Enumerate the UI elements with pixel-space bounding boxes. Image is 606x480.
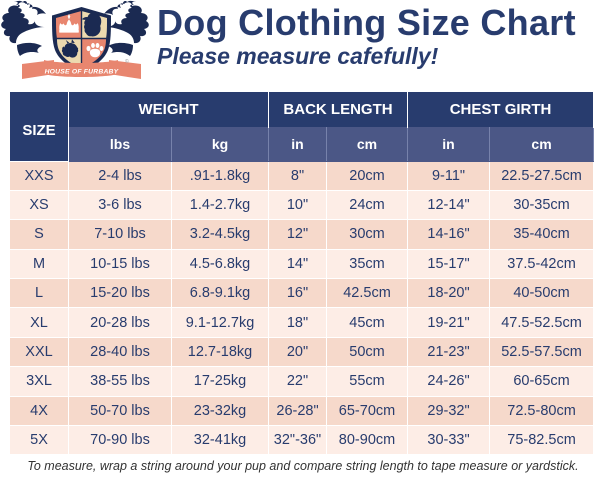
svg-text:©: © [125, 58, 129, 65]
svg-text:HOUSE OF FURBABY: HOUSE OF FURBABY [45, 69, 120, 76]
